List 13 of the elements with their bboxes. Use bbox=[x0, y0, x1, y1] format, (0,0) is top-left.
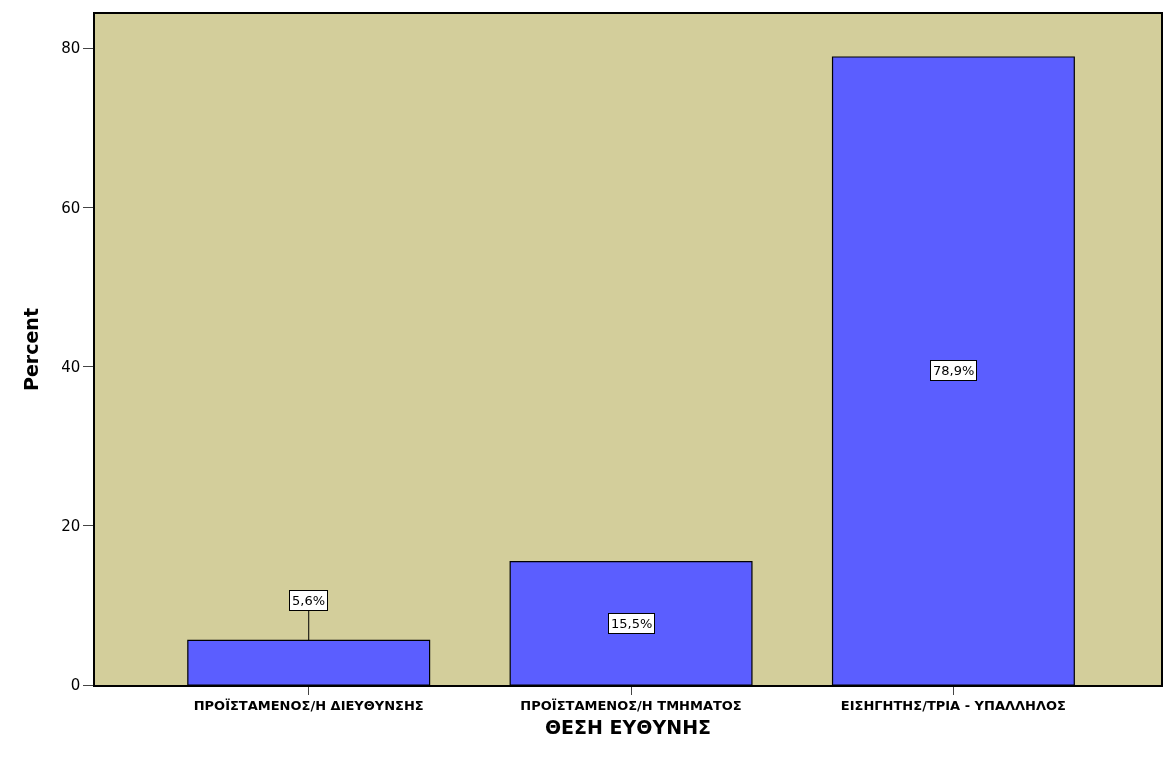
data-label: 5,6% bbox=[292, 593, 326, 608]
y-tick-label: 80 bbox=[61, 39, 81, 58]
y-tick-label: 0 bbox=[70, 676, 81, 695]
x-axis-title: ΘΕΣΗ ΕΥΘΥΝΗΣ bbox=[544, 715, 712, 738]
y-axis-title: Percent bbox=[19, 308, 42, 391]
y-tick-label: 40 bbox=[61, 357, 81, 376]
x-tick-label: ΠΡΟΪΣΤΑΜΕΝΟΣ/Η ΔΙΕΥΘΥΝΣΗΣ bbox=[193, 698, 424, 714]
y-tick-label: 60 bbox=[61, 198, 81, 217]
data-label: 78,9% bbox=[933, 363, 975, 378]
x-tick-label: ΕΙΣΗΓΗΤΗΣ/ΤΡΙΑ - ΥΠΑΛΛΗΛΟΣ bbox=[840, 698, 1066, 714]
x-tick-label: ΠΡΟΪΣΤΑΜΕΝΟΣ/Η ΤΜΗΜΑΤΟΣ bbox=[520, 698, 742, 714]
y-tick-label: 20 bbox=[61, 517, 81, 536]
data-label: 15,5% bbox=[611, 616, 653, 631]
